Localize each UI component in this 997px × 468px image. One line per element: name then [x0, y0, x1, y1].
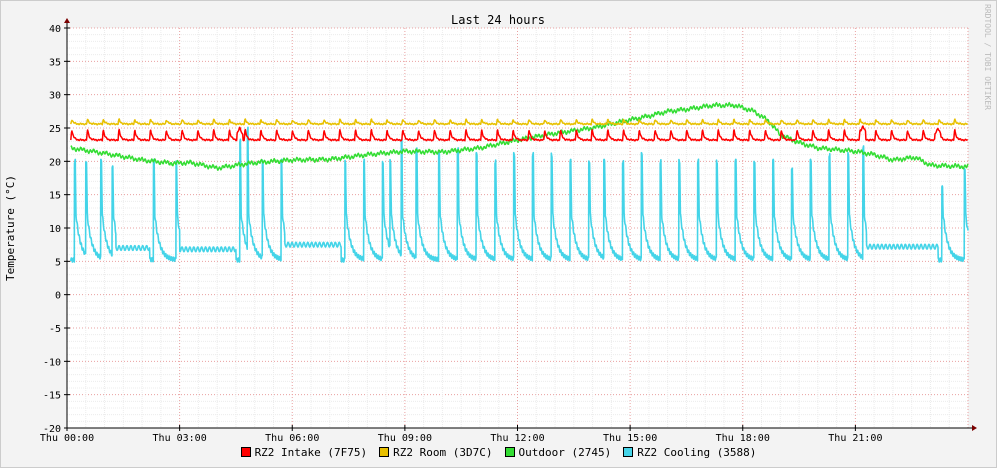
y-tick-label: 0 [55, 291, 61, 302]
y-tick-label: -5 [49, 324, 61, 335]
legend-swatch [504, 447, 515, 457]
legend-swatch [379, 447, 390, 457]
legend-item: Outdoor (2745) [504, 446, 612, 459]
legend-label: RZ2 Room (3D7C) [393, 446, 493, 459]
x-tick-label: Thu 06:00 [265, 433, 319, 444]
y-tick-label: -20 [43, 424, 61, 435]
legend-item: RZ2 Room (3D7C) [379, 446, 493, 459]
legend: RZ2 Intake (7F75) RZ2 Room (3D7C) Outdoor … [0, 446, 997, 459]
legend-label: RZ2 Cooling (3588) [637, 446, 757, 459]
y-tick-label: -15 [43, 391, 61, 402]
series-line-rz2-cooling-3588 [70, 126, 969, 263]
x-tick-label: Thu 00:00 [40, 433, 94, 444]
chart-title: Last 24 hours [451, 13, 545, 27]
x-tick-label: Thu 12:00 [490, 433, 544, 444]
legend-swatch [240, 447, 251, 457]
legend-swatch [623, 447, 634, 457]
x-axis-arrow-icon [972, 425, 977, 431]
legend-item: RZ2 Intake (7F75) [240, 446, 368, 459]
y-tick-label: 35 [49, 57, 61, 68]
y-tick-label: 15 [49, 191, 61, 202]
x-tick-label: Thu 09:00 [378, 433, 432, 444]
y-tick-label: 10 [49, 224, 61, 235]
y-tick-label: 20 [49, 157, 61, 168]
legend-item: RZ2 Cooling (3588) [623, 446, 756, 459]
x-tick-label: Thu 21:00 [828, 433, 882, 444]
y-tick-label: 40 [49, 24, 61, 35]
legend-label: RZ2 Intake (7F75) [254, 446, 368, 459]
x-tick-label: Thu 18:00 [716, 433, 770, 444]
y-tick-label: 5 [55, 257, 61, 268]
series-line-rz2-intake-7f75 [70, 125, 969, 142]
x-tick-label: Thu 15:00 [603, 433, 657, 444]
x-tick-label: Thu 03:00 [153, 433, 207, 444]
y-axis-arrow-icon [64, 18, 70, 23]
y-axis-label: Temperature (°C) [4, 175, 17, 281]
y-tick-label: 30 [49, 91, 61, 102]
grid [66, 27, 969, 429]
series-line-rz2-room-3d7c [70, 118, 969, 126]
y-tick-label: 25 [49, 124, 61, 135]
y-tick-label: -10 [43, 357, 61, 368]
legend-label: Outdoor (2745) [518, 446, 612, 459]
rrdtool-watermark: RRDTOOL / TOBI OETIKER [983, 4, 992, 110]
series-lines [70, 101, 969, 263]
